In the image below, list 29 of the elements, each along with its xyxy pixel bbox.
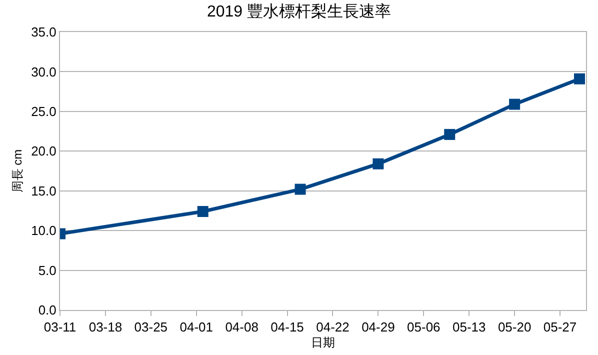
point xyxy=(509,98,520,110)
point xyxy=(574,73,586,84)
x-tick-label: 04-22 xyxy=(316,320,350,335)
y-tick-label: 20.0 xyxy=(31,144,56,159)
x-tick-label: 04-15 xyxy=(270,320,304,335)
y-tick-label: 5.0 xyxy=(38,262,56,278)
x-tick-label: 05-27 xyxy=(543,320,577,335)
x-tick-label: 04-01 xyxy=(180,320,213,335)
point xyxy=(372,158,384,170)
y-tick-label: 15.0 xyxy=(31,183,56,198)
chart-title: 2019 豐水標杆梨生長速率 xyxy=(206,2,392,21)
y-tick-label: 30.0 xyxy=(31,64,56,80)
x-tick-label: 03-11 xyxy=(44,320,76,335)
x-tick-label: 05-06 xyxy=(407,320,440,335)
x-tick-label: 05-13 xyxy=(452,320,486,335)
point xyxy=(197,206,208,218)
x-tick-label: 03-25 xyxy=(134,320,168,335)
y-axis-title: 周長 cm xyxy=(10,149,24,193)
point xyxy=(444,128,456,140)
x-tick-label: 05-20 xyxy=(498,320,532,335)
x-tick-label: 04-08 xyxy=(225,320,258,335)
y-tick-label: 10.0 xyxy=(31,223,56,238)
y-tick-label: 0.0 xyxy=(38,302,56,318)
y-tick-label: 25.0 xyxy=(31,104,56,119)
point xyxy=(294,184,306,195)
x-tick-label: 04-29 xyxy=(362,320,395,335)
x-axis-title: 日期 xyxy=(311,336,335,350)
x-tick-label: 03-18 xyxy=(88,320,122,335)
y-tick-label: 35.0 xyxy=(31,24,56,40)
